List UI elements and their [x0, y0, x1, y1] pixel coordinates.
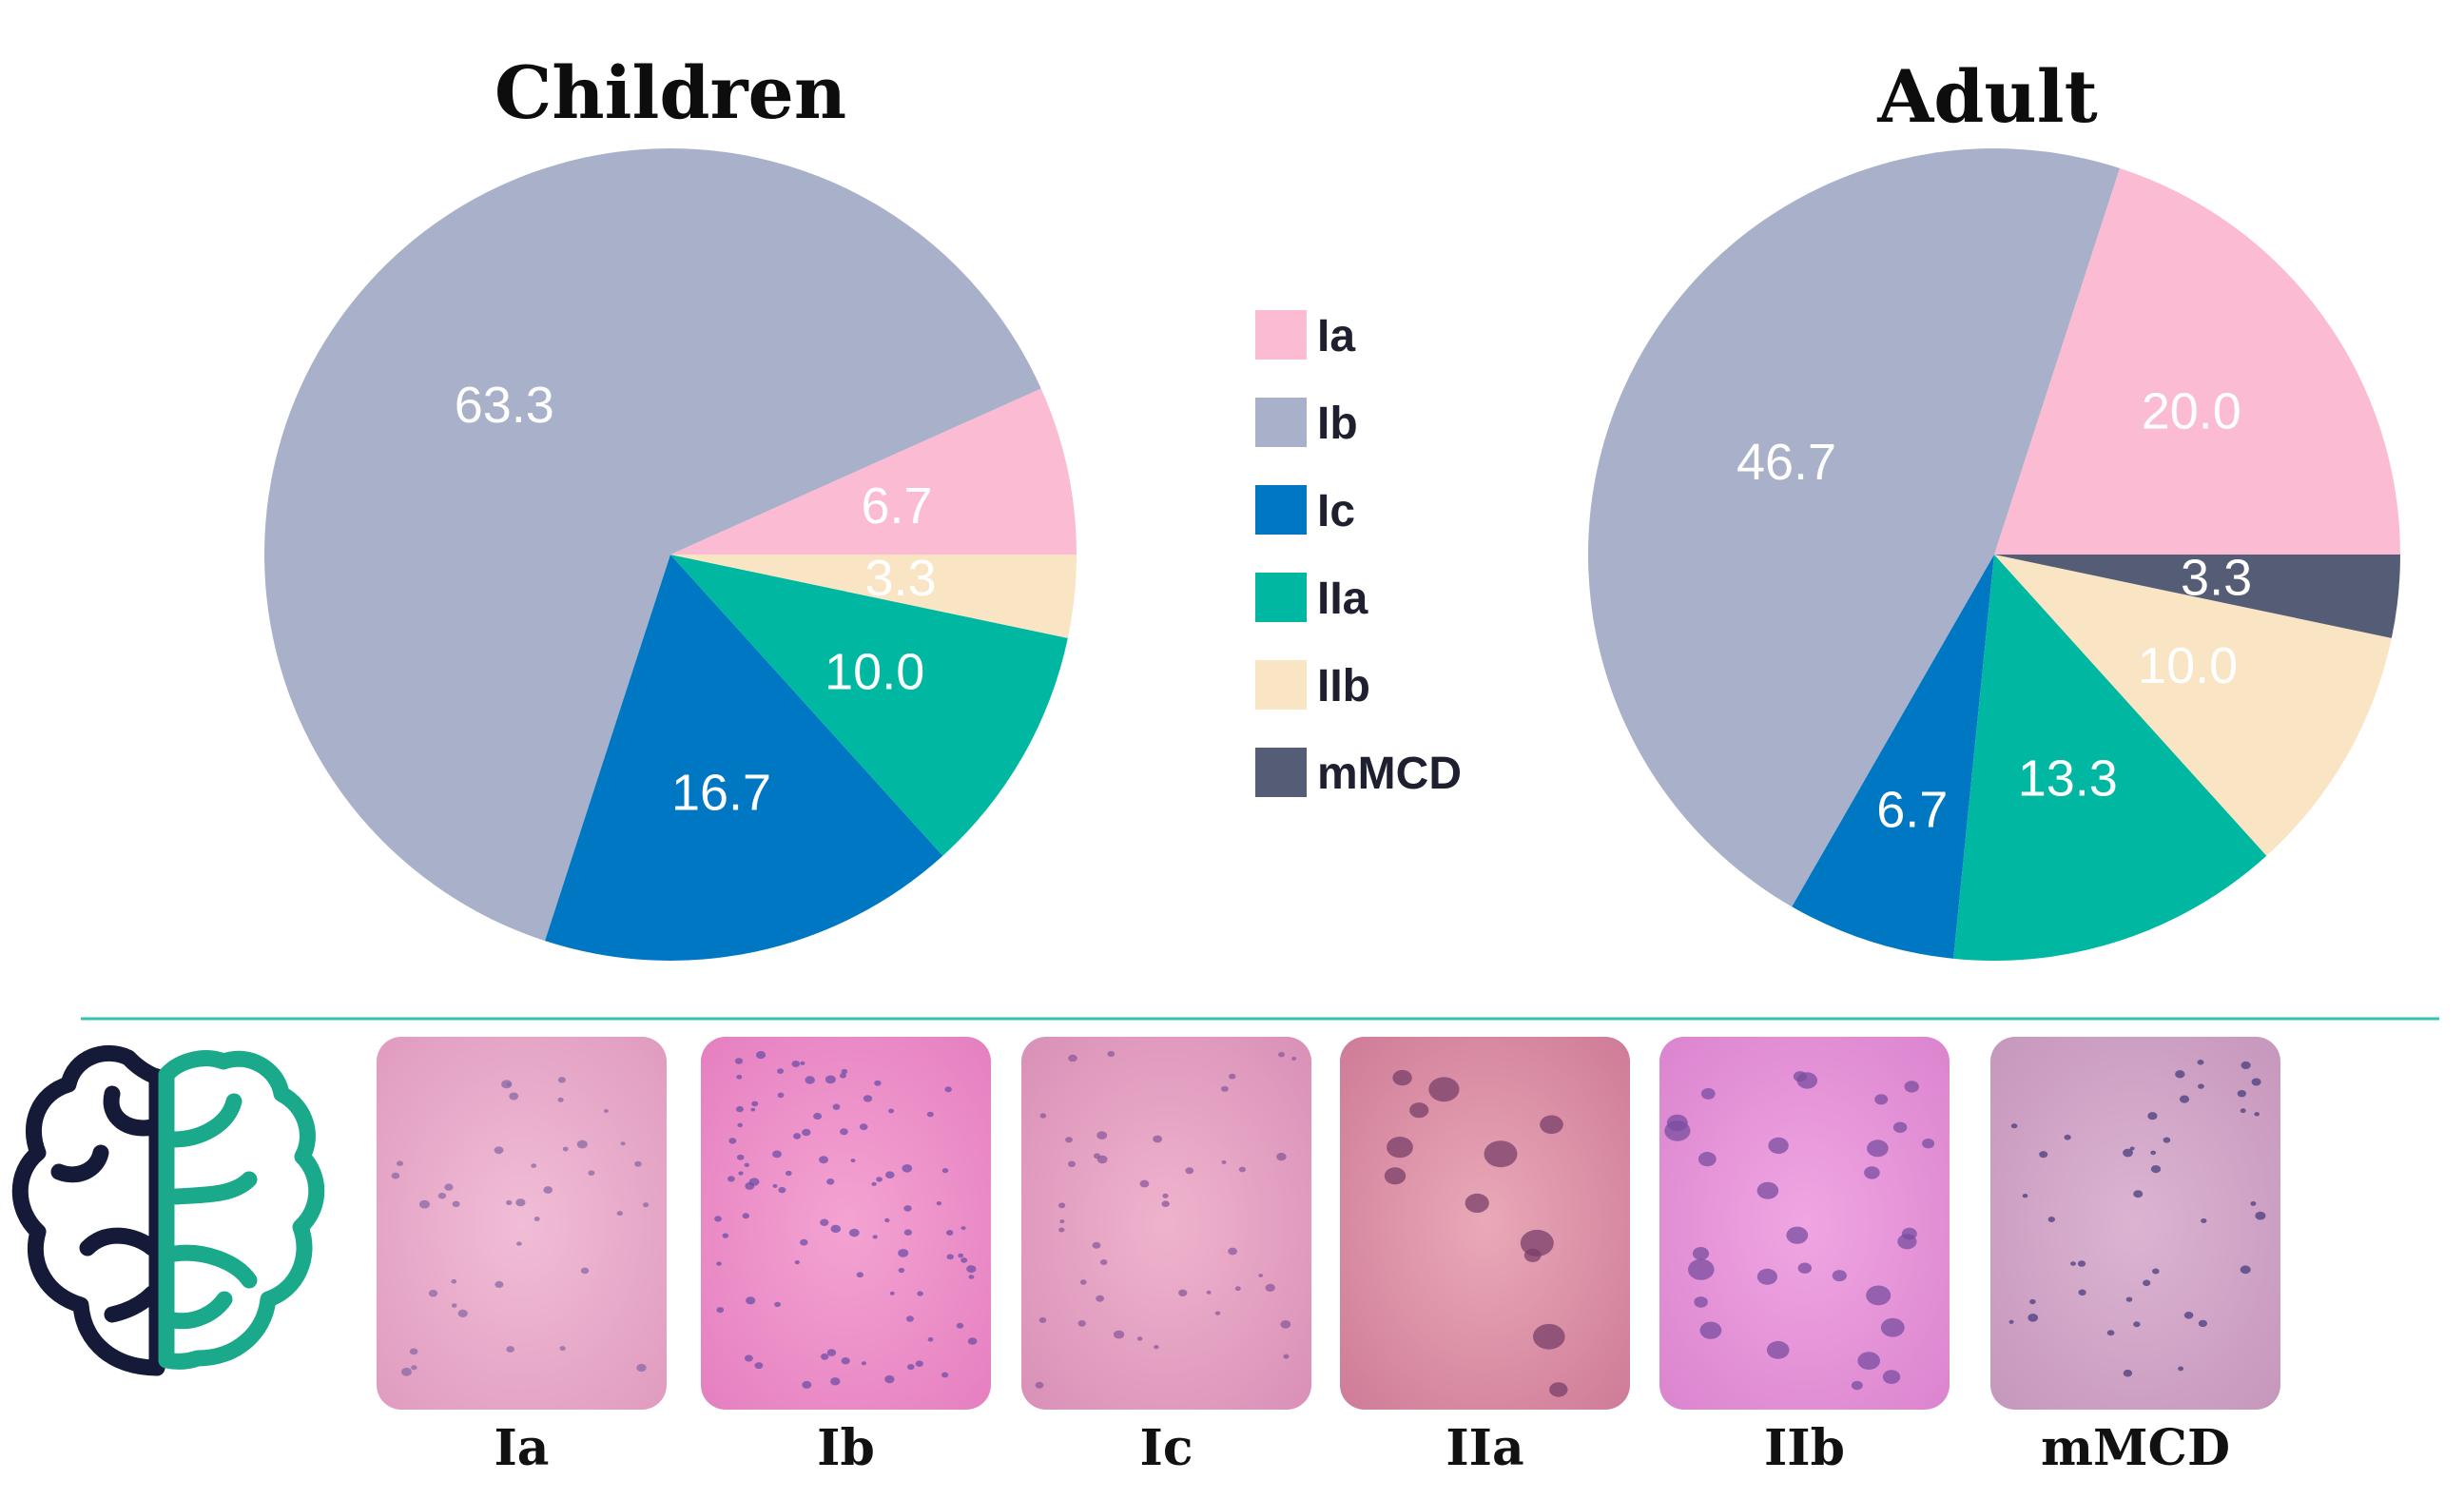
- adult-slice-ia: [1994, 167, 2400, 555]
- children-value-label-iib: 3.3: [865, 550, 937, 607]
- histology-label-mmcd: mMCD: [2041, 1419, 2230, 1477]
- children-slice-ib: [263, 147, 1041, 942]
- legend-swatch-mmcd: [1255, 748, 1307, 797]
- histology-ic-image: [1021, 1037, 1311, 1410]
- children-value-label-iia: 10.0: [825, 643, 924, 700]
- adult-value-label-ic: 6.7: [1876, 781, 1948, 838]
- histology-label-ia: Ia: [494, 1419, 549, 1477]
- adult-value-label-iib: 10.0: [2138, 637, 2238, 694]
- histology-iia-image: [1340, 1037, 1630, 1410]
- children-slice-ia: [670, 388, 1077, 555]
- brain-icon: [11, 1044, 325, 1376]
- legend-label-mmcd: mMCD: [1317, 749, 1462, 799]
- legend-label-ia: Ia: [1317, 311, 1355, 361]
- legend-label-ib: Ib: [1317, 399, 1358, 449]
- chart-title-children: Children: [495, 50, 846, 135]
- pie-chart-children: Children 6.7 63.3 16.7 10.0 3.3: [263, 50, 1077, 961]
- adult-slice-ic: [1792, 555, 1994, 959]
- histology-panel: Ia Ib Ic IIa IIb mMCD: [377, 1037, 2280, 1477]
- chart-title-adult: Adult: [1876, 54, 2097, 139]
- children-slice-iia: [670, 555, 1068, 856]
- histology-label-iib: IIb: [1764, 1419, 1845, 1477]
- adult-slice-ib: [1587, 147, 2120, 907]
- children-slice-ic: [545, 555, 943, 961]
- children-value-label-ic: 16.7: [671, 765, 771, 822]
- legend-swatch-iib: [1255, 660, 1307, 710]
- legend-swatch-ib: [1255, 398, 1307, 447]
- histology-label-iia: IIa: [1445, 1419, 1523, 1477]
- legend-swatch-ic: [1255, 485, 1307, 535]
- adult-value-label-ia: 20.0: [2142, 382, 2241, 439]
- adult-value-label-mmcd: 3.3: [2181, 549, 2252, 606]
- histology-label-ib: Ib: [817, 1419, 875, 1477]
- legend-label-iib: IIb: [1317, 661, 1370, 711]
- legend-label-ic: Ic: [1317, 486, 1355, 536]
- adult-value-label-ib: 46.7: [1736, 434, 1836, 491]
- legend-label-iia: IIa: [1317, 574, 1368, 624]
- pie-chart-adult: Adult 20.0 46.7 6.7 13.3 10.0 3.3: [1587, 54, 2400, 961]
- adult-slice-iia: [1953, 555, 2267, 961]
- adult-value-label-iia: 13.3: [2018, 750, 2118, 807]
- histology-ib-image: [701, 1037, 991, 1410]
- legend-swatch-ia: [1255, 310, 1307, 360]
- children-value-label-ib: 63.3: [455, 377, 554, 434]
- children-slice-iib: [670, 555, 1077, 638]
- children-value-label-ia: 6.7: [861, 477, 932, 535]
- legend-swatch-iia: [1255, 573, 1307, 622]
- histology-mmcd-image: [1990, 1037, 2280, 1410]
- adult-slice-mmcd: [1994, 555, 2400, 638]
- histology-iib-image: [1659, 1037, 1950, 1410]
- adult-slice-iib: [1994, 555, 2392, 856]
- histology-label-ic: Ic: [1140, 1419, 1193, 1477]
- histology-ia-image: [377, 1037, 667, 1410]
- legend: Ia Ib Ic IIa IIb mMCD: [1255, 310, 1462, 799]
